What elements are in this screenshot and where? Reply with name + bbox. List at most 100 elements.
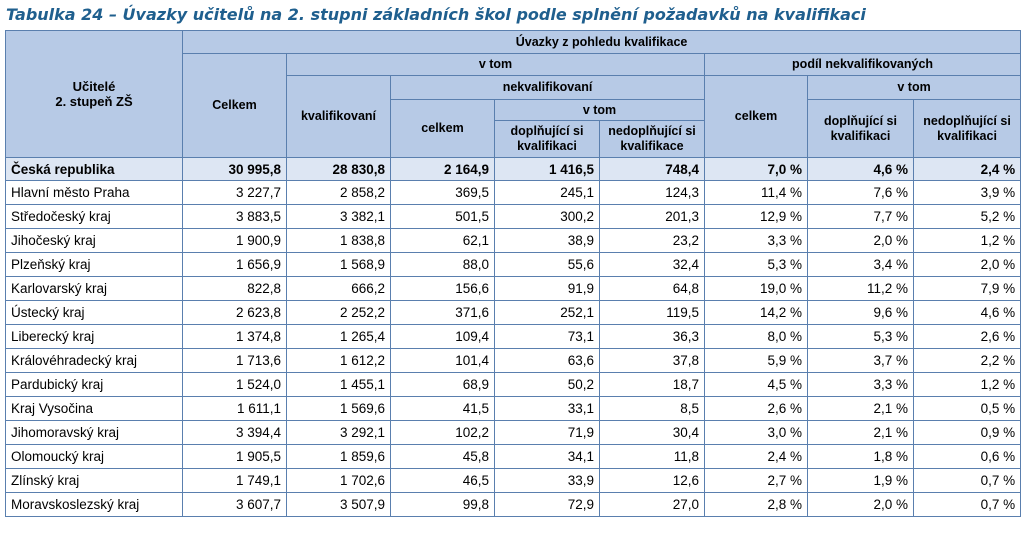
cell-kvalif: 1 265,4 xyxy=(286,324,391,349)
cell-dopl: 1 416,5 xyxy=(494,157,600,181)
cell-nedopl: 23,2 xyxy=(599,228,705,253)
cell-nedopl: 64,8 xyxy=(599,276,705,301)
table-title: Tabulka 24 – Úvazky učitelů na 2. stupni… xyxy=(6,5,866,24)
cell-nedopl: 30,4 xyxy=(599,420,705,445)
table-row: Kraj Vysočina 1 611,1 1 569,6 41,5 33,1 8,5 2,… xyxy=(5,396,1022,421)
cell-p-nedopl: 2,6 % xyxy=(912,324,1022,349)
cell-dopl: 73,1 xyxy=(494,324,600,349)
cell-dopl: 91,9 xyxy=(494,276,600,301)
header-nedoplnujici: nedoplňující si kvalifikace xyxy=(599,120,705,158)
table-row: Královéhradecký kraj 1 713,6 1 612,2 101,4 6… xyxy=(5,348,1022,373)
cell-p-celkem: 2,7 % xyxy=(704,468,808,493)
cell-region: Ústecký kraj xyxy=(5,300,183,325)
cell-dopl: 300,2 xyxy=(494,204,600,229)
cell-celkem: 1 749,1 xyxy=(182,468,287,493)
cell-p-dopl: 5,3 % xyxy=(807,324,914,349)
header-nekvalifikovani: nekvalifikovaní xyxy=(390,75,705,100)
stub-line-1: Učitelé xyxy=(72,79,116,94)
cell-p-dopl: 1,8 % xyxy=(807,444,914,469)
cell-p-dopl: 7,7 % xyxy=(807,204,914,229)
cell-p-nedopl: 3,9 % xyxy=(912,180,1022,205)
cell-p-dopl: 3,3 % xyxy=(807,372,914,397)
table-row: Liberecký kraj 1 374,8 1 265,4 109,4 73,1 36,… xyxy=(5,324,1022,349)
cell-p-dopl: 9,6 % xyxy=(807,300,914,325)
cell-nekv: 99,8 xyxy=(390,492,495,517)
cell-kvalif: 1 859,6 xyxy=(286,444,391,469)
cell-region: Jihočeský kraj xyxy=(5,228,183,253)
header-podil-doplnujici: doplňující si kvalifikaci xyxy=(807,99,914,158)
table-row: Pardubický kraj 1 524,0 1 455,1 68,9 50,2 18,… xyxy=(5,372,1022,397)
cell-kvalif: 3 292,1 xyxy=(286,420,391,445)
cell-celkem: 3 883,5 xyxy=(182,204,287,229)
cell-p-celkem: 2,6 % xyxy=(704,396,808,421)
cell-nedopl: 36,3 xyxy=(599,324,705,349)
cell-region: Česká republika xyxy=(5,157,183,181)
cell-nedopl: 18,7 xyxy=(599,372,705,397)
header-doplnujici: doplňující si kvalifikaci xyxy=(494,120,600,158)
cell-nekv: 46,5 xyxy=(390,468,495,493)
cell-nedopl: 27,0 xyxy=(599,492,705,517)
cell-region: Plzeňský kraj xyxy=(5,252,183,277)
cell-nekv: 101,4 xyxy=(390,348,495,373)
cell-region: Karlovarský kraj xyxy=(5,276,183,301)
cell-p-dopl: 3,4 % xyxy=(807,252,914,277)
cell-p-dopl: 2,1 % xyxy=(807,420,914,445)
cell-kvalif: 1 612,2 xyxy=(286,348,391,373)
total-row: Česká republika 30 995,8 28 830,8 2 164,9 1 … xyxy=(5,157,1022,181)
cell-p-celkem: 4,5 % xyxy=(704,372,808,397)
cell-nekv: 501,5 xyxy=(390,204,495,229)
cell-p-nedopl: 0,7 % xyxy=(912,492,1022,517)
header-nekv-v-tom: v tom xyxy=(494,99,705,121)
cell-dopl: 71,9 xyxy=(494,420,600,445)
cell-nekv: 102,2 xyxy=(390,420,495,445)
cell-nekv: 41,5 xyxy=(390,396,495,421)
table-row: Jihočeský kraj 1 900,9 1 838,8 62,1 38,9 23,2… xyxy=(5,228,1022,253)
cell-celkem: 1 524,0 xyxy=(182,372,287,397)
cell-region: Královéhradecký kraj xyxy=(5,348,183,373)
cell-p-nedopl: 1,2 % xyxy=(912,372,1022,397)
header-v-tom: v tom xyxy=(286,53,705,76)
cell-p-celkem: 14,2 % xyxy=(704,300,808,325)
table-row: Moravskoslezský kraj 3 607,7 3 507,9 99,8 72… xyxy=(5,492,1022,517)
cell-dopl: 55,6 xyxy=(494,252,600,277)
table-row: Ústecký kraj 2 623,8 2 252,2 371,6 252,1 119,… xyxy=(5,300,1022,325)
cell-nekv: 371,6 xyxy=(390,300,495,325)
header-podil: podíl nekvalifikovaných xyxy=(703,53,1022,76)
cell-region: Pardubický kraj xyxy=(5,372,183,397)
cell-kvalif: 1 569,6 xyxy=(286,396,391,421)
cell-celkem: 2 623,8 xyxy=(182,300,287,325)
cell-nedopl: 37,8 xyxy=(599,348,705,373)
header-podil-nedoplnujici: nedoplňující si kvalifikaci xyxy=(912,99,1022,158)
cell-p-nedopl: 2,0 % xyxy=(912,252,1022,277)
cell-nekv: 369,5 xyxy=(390,180,495,205)
cell-p-celkem: 3,3 % xyxy=(704,228,808,253)
cell-p-celkem: 12,9 % xyxy=(704,204,808,229)
cell-celkem: 3 227,7 xyxy=(182,180,287,205)
cell-nedopl: 32,4 xyxy=(599,252,705,277)
cell-kvalif: 1 455,1 xyxy=(286,372,391,397)
cell-p-celkem: 8,0 % xyxy=(704,324,808,349)
cell-celkem: 3 394,4 xyxy=(182,420,287,445)
cell-celkem: 822,8 xyxy=(182,276,287,301)
cell-p-celkem: 2,8 % xyxy=(704,492,808,517)
cell-p-dopl: 2,0 % xyxy=(807,228,914,253)
stub-header: Učitelé 2. stupeň ZŠ xyxy=(5,30,183,158)
cell-nedopl: 12,6 xyxy=(599,468,705,493)
cell-p-celkem: 2,4 % xyxy=(704,444,808,469)
table-row: Středočeský kraj 3 883,5 3 382,1 501,5 300,2… xyxy=(5,204,1022,229)
table-header: Učitelé 2. stupeň ZŠ Úvazky z pohledu kv… xyxy=(5,30,1022,158)
table-body: Česká republika 30 995,8 28 830,8 2 164,9 1 … xyxy=(5,157,1022,517)
cell-p-dopl: 1,9 % xyxy=(807,468,914,493)
cell-nedopl: 11,8 xyxy=(599,444,705,469)
table-row: Hlavní město Praha 3 227,7 2 858,2 369,5 245… xyxy=(5,180,1022,205)
cell-p-celkem: 5,3 % xyxy=(704,252,808,277)
cell-celkem: 3 607,7 xyxy=(182,492,287,517)
cell-p-dopl: 3,7 % xyxy=(807,348,914,373)
cell-kvalif: 2 858,2 xyxy=(286,180,391,205)
cell-p-celkem: 5,9 % xyxy=(704,348,808,373)
cell-kvalif: 666,2 xyxy=(286,276,391,301)
cell-p-dopl: 7,6 % xyxy=(807,180,914,205)
header-podil-celkem: celkem xyxy=(704,75,808,158)
cell-p-nedopl: 1,2 % xyxy=(912,228,1022,253)
cell-celkem: 1 656,9 xyxy=(182,252,287,277)
